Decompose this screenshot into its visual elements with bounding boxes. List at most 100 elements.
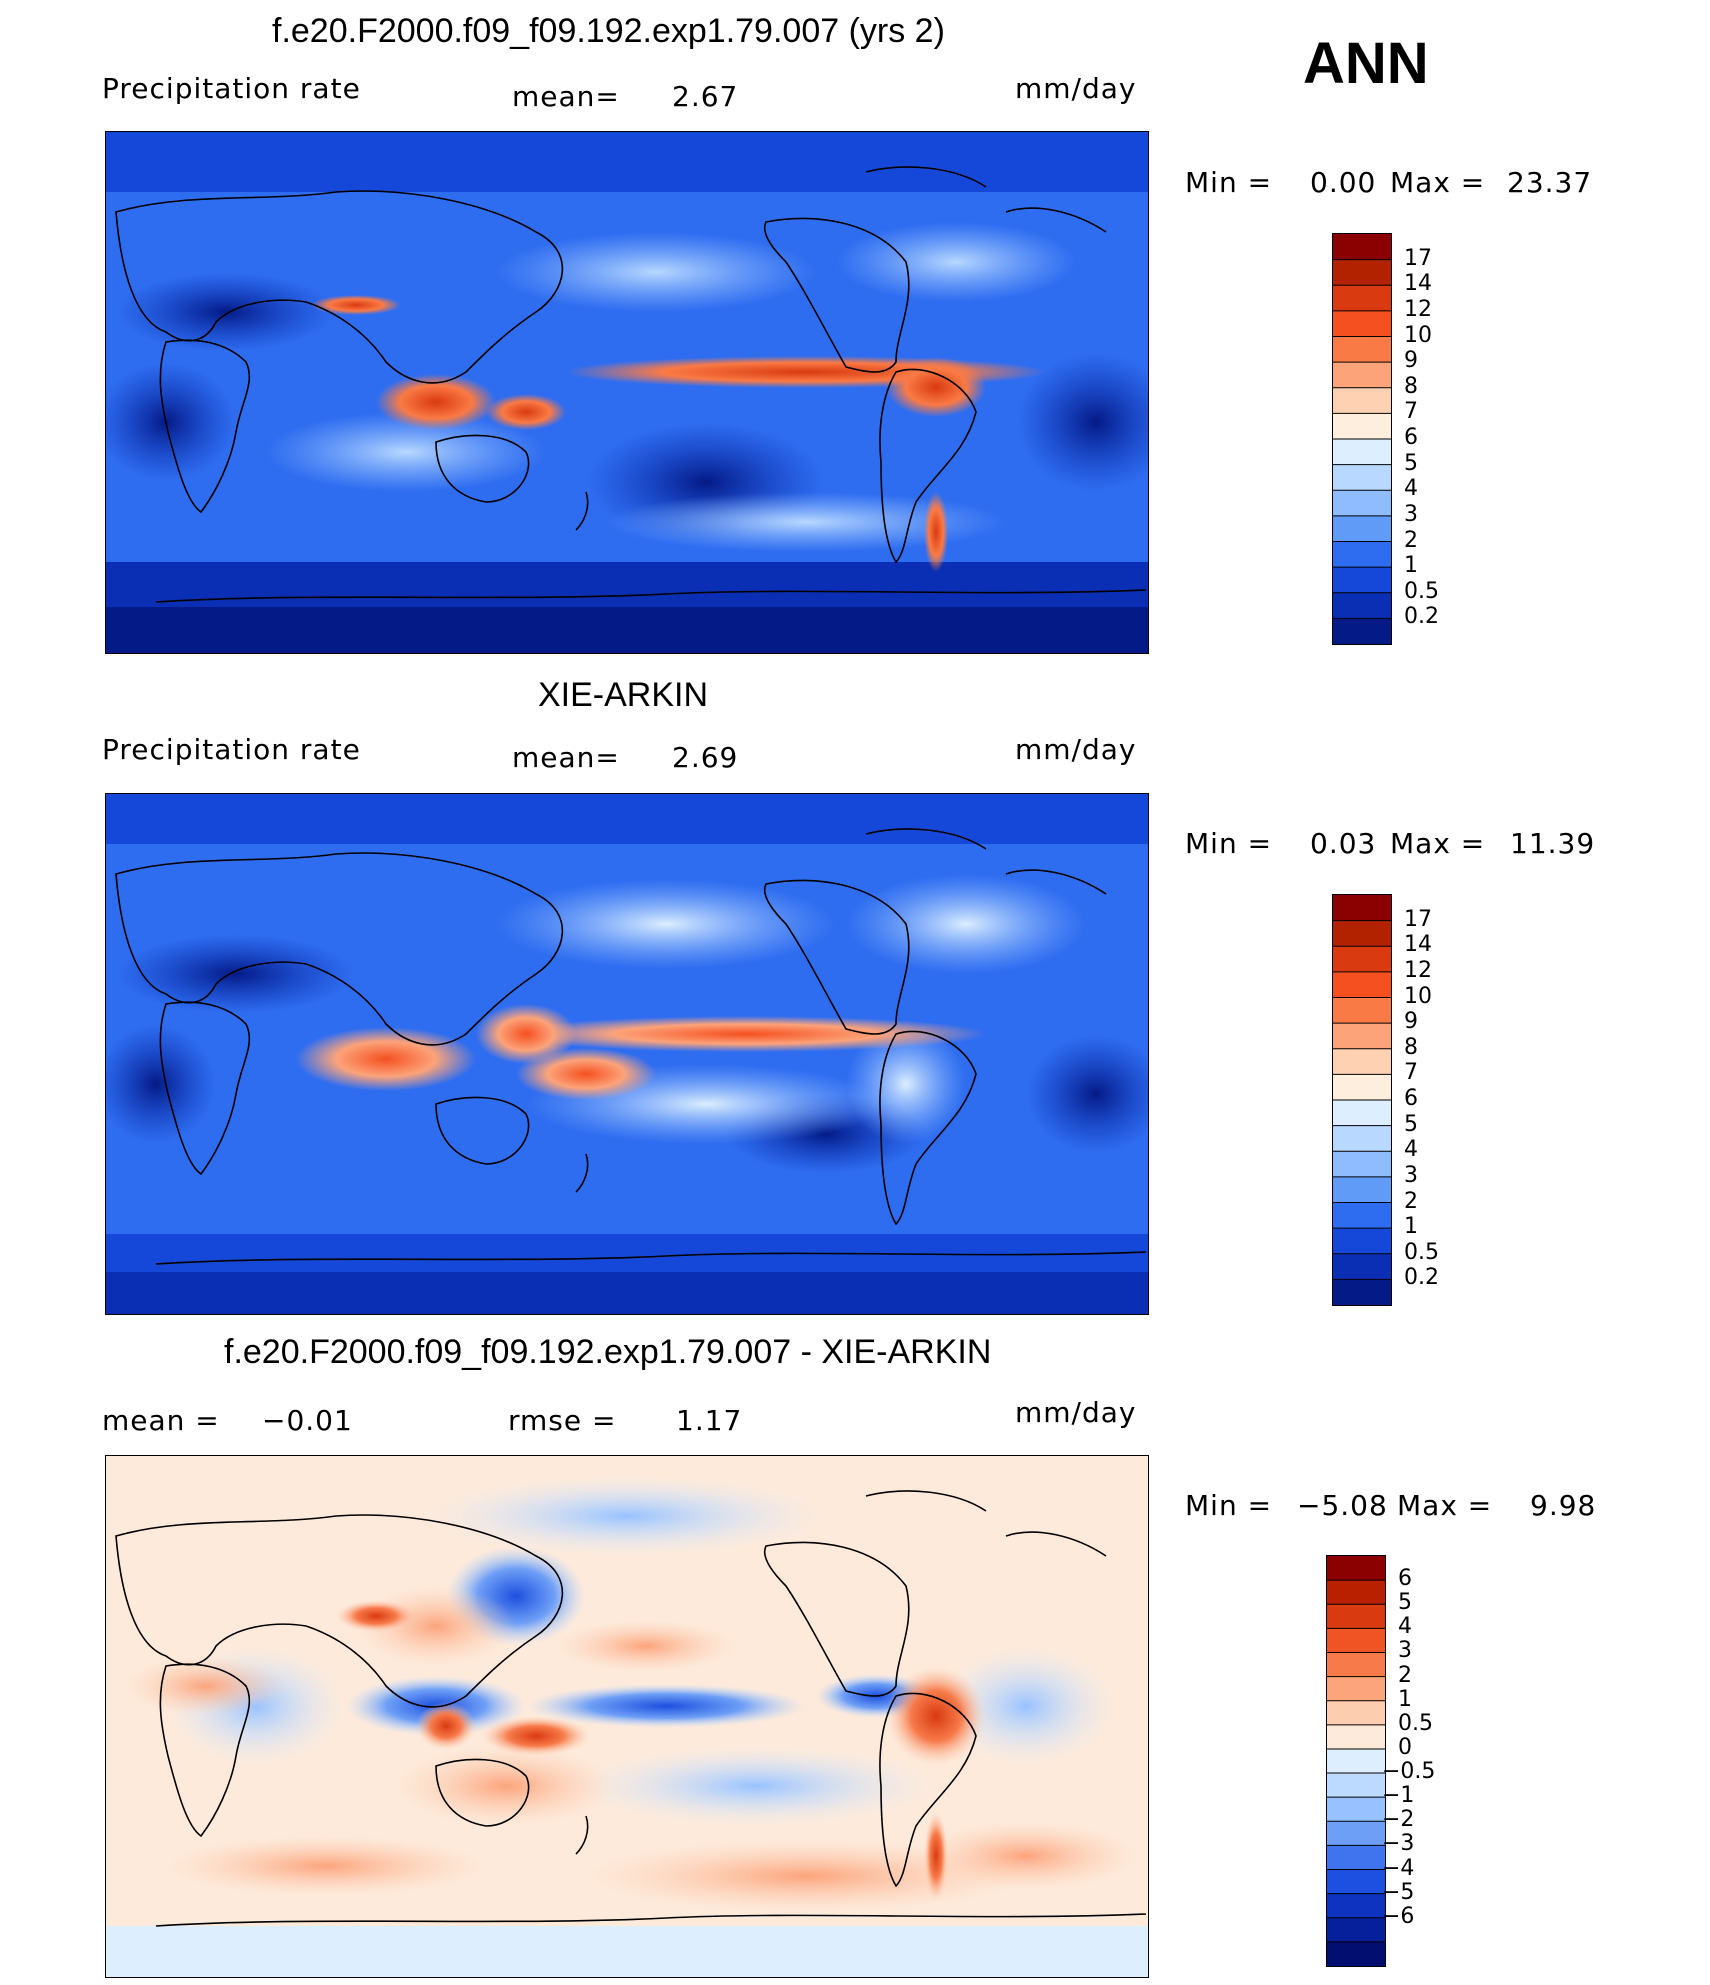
colorbar-swatch (1327, 1652, 1385, 1678)
colorbar-swatch (1333, 920, 1391, 947)
colorbar-swatch (1333, 1125, 1391, 1152)
panel-1-title: f.e20.F2000.f09_f09.192.exp1.79.007 (yrs… (272, 12, 945, 50)
panel-1-mean-label: mean= (512, 80, 620, 113)
colorbar-swatch (1327, 1700, 1385, 1726)
colorbar-tick-label: −2 (1382, 1807, 1415, 1833)
colorbar-tick-label: 14 (1404, 932, 1432, 958)
colorbar-tick-label: 6 (1398, 1566, 1412, 1592)
colorbar-swatch (1327, 1724, 1385, 1750)
panel-2-max-value: 11.39 (1510, 827, 1596, 860)
colorbar-tick-label: 0 (1398, 1734, 1412, 1760)
colorbar-swatch (1333, 362, 1391, 389)
colorbar-swatch (1333, 285, 1391, 312)
colorbar-swatch (1327, 1580, 1385, 1605)
colorbar-swatch (1333, 618, 1391, 644)
colorbar-swatch (1333, 1074, 1391, 1101)
colorbar-tick-label: 9 (1404, 1009, 1418, 1035)
panel-3-difference-map (105, 1455, 1149, 1978)
colorbar-swatch (1327, 1845, 1385, 1871)
colorbar-swatch (1333, 1228, 1391, 1255)
panel-2-title: XIE-ARKIN (538, 676, 709, 714)
colorbar-swatch (1327, 1893, 1385, 1919)
colorbar-tick-label: 4 (1404, 1137, 1418, 1163)
colorbar-tick-label: 9 (1404, 348, 1418, 374)
panel-2-variable-label: Precipitation rate (102, 733, 361, 766)
colorbar-tick-label: 10 (1404, 983, 1432, 1009)
colorbar-tick-label: 0.2 (1404, 1265, 1439, 1291)
panel-3-max-value: 9.98 (1530, 1489, 1597, 1522)
colorbar-swatch (1333, 541, 1391, 568)
colorbar-tick-label: 3 (1398, 1638, 1412, 1664)
colorbar-swatch (1333, 1151, 1391, 1178)
colorbar-tick-label: 3 (1404, 1162, 1418, 1188)
colorbar-tick-label: 8 (1404, 1034, 1418, 1060)
season-label: ANN (1303, 31, 1429, 96)
colorbar-swatch (1333, 592, 1391, 619)
colorbar-swatch (1327, 1628, 1385, 1653)
colorbar-tick-label: −3 (1382, 1831, 1415, 1857)
colorbar-tick-label: 7 (1404, 1060, 1418, 1086)
colorbar-tick-label: 6 (1404, 1086, 1418, 1111)
panel-2-mean-label: mean= (512, 741, 620, 774)
colorbar-swatch (1333, 259, 1391, 286)
colorbar-tick-label: 2 (1404, 527, 1418, 553)
colorbar-swatch (1333, 1100, 1391, 1127)
panel-1-units: mm/day (1015, 72, 1137, 105)
colorbar-tick-label: 5 (1404, 1111, 1418, 1137)
panel-1-precipitation-map (105, 131, 1149, 654)
colorbar-swatch (1333, 567, 1391, 594)
colorbar-swatch (1333, 1048, 1391, 1075)
panel-3-rmse-label: rmse = (508, 1404, 617, 1437)
panel-2-colorbar (1332, 894, 1392, 1306)
colorbar-swatch (1333, 971, 1391, 998)
colorbar-swatch (1333, 1253, 1391, 1280)
panel-3-mean-value: −0.01 (262, 1404, 353, 1437)
colorbar-tick-label: 5 (1398, 1590, 1412, 1616)
colorbar-swatch (1333, 413, 1391, 440)
colorbar-swatch (1333, 234, 1391, 261)
colorbar-tick-label: −6 (1382, 1903, 1415, 1929)
colorbar-tick-label: −0.5 (1382, 1759, 1436, 1785)
colorbar-swatch (1333, 1202, 1391, 1229)
panel-3-title: f.e20.F2000.f09_f09.192.exp1.79.007 - XI… (224, 1333, 992, 1371)
panel-2-units: mm/day (1015, 733, 1137, 766)
colorbar-swatch (1327, 1604, 1385, 1629)
panel-2-min-label: Min = (1185, 827, 1273, 860)
colorbar-swatch (1333, 1279, 1391, 1305)
panel-2-precipitation-map (105, 793, 1149, 1315)
panel-3-mean-label: mean = (102, 1404, 220, 1437)
colorbar-tick-label: 1 (1404, 1214, 1418, 1240)
colorbar-swatch (1327, 1917, 1385, 1943)
panel-3-min-label: Min = (1185, 1489, 1273, 1522)
colorbar-swatch (1333, 336, 1391, 363)
colorbar-tick-label: 1 (1398, 1686, 1412, 1712)
colorbar-tick-label: 0.5 (1404, 1239, 1439, 1265)
panel-1-max-label: Max = (1390, 166, 1486, 199)
colorbar-tick-label: 12 (1404, 296, 1432, 322)
colorbar-tick-label: 4 (1404, 476, 1418, 502)
colorbar-tick-label: 3 (1404, 501, 1418, 527)
colorbar-tick-label: 1 (1404, 553, 1418, 579)
colorbar-tick-label: 5 (1404, 450, 1418, 476)
panel-1-min-label: Min = (1185, 166, 1273, 199)
panel-2-max-label: Max = (1390, 827, 1486, 860)
panel-1-colorbar (1332, 233, 1392, 645)
panel-3-units: mm/day (1015, 1396, 1137, 1429)
colorbar-swatch (1333, 895, 1391, 922)
panel-1-min-value: 0.00 (1310, 166, 1377, 199)
colorbar-tick-label: 7 (1404, 399, 1418, 425)
panel-3-min-value: −5.08 (1297, 1489, 1388, 1522)
colorbar-swatch (1333, 310, 1391, 337)
colorbar-swatch (1333, 490, 1391, 517)
panel-2-mean-value: 2.69 (672, 741, 739, 774)
colorbar-swatch (1327, 1556, 1385, 1581)
colorbar-tick-label: −4 (1382, 1855, 1415, 1881)
colorbar-tick-label: 14 (1404, 271, 1432, 297)
colorbar-swatch (1333, 1023, 1391, 1050)
colorbar-tick-label: 0.2 (1404, 604, 1439, 630)
panel-1-mean-value: 2.67 (672, 80, 739, 113)
colorbar-tick-label: 10 (1404, 322, 1432, 348)
colorbar-tick-label: 4 (1398, 1614, 1412, 1640)
colorbar-swatch (1327, 1773, 1385, 1798)
colorbar-tick-label: 12 (1404, 957, 1432, 983)
